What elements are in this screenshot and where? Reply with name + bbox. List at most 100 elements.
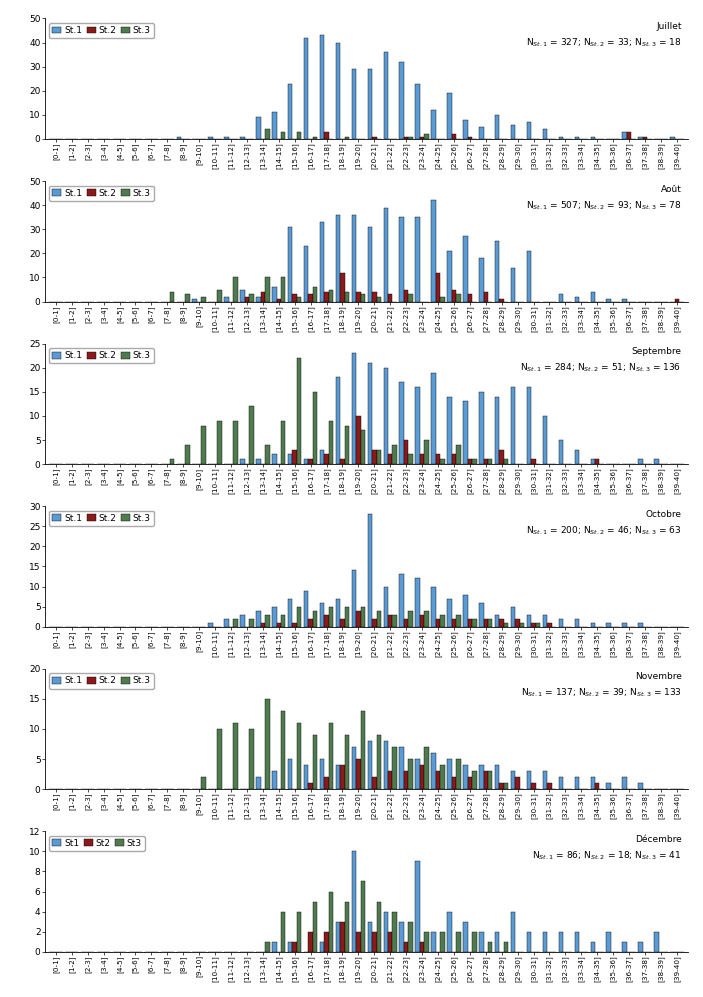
Bar [217, 289, 221, 301]
Bar [288, 598, 292, 627]
Bar [352, 353, 356, 465]
Bar [472, 460, 477, 465]
Bar [420, 765, 425, 790]
Bar [344, 137, 349, 139]
Bar [511, 771, 515, 790]
Bar [511, 911, 515, 952]
Bar [292, 942, 297, 952]
Bar [488, 460, 493, 465]
Bar [304, 460, 309, 465]
Bar [272, 606, 276, 627]
Bar [309, 931, 313, 952]
Bar [309, 618, 313, 627]
Bar [356, 610, 361, 627]
Bar [176, 137, 181, 139]
Bar [559, 137, 563, 139]
Bar [256, 460, 261, 465]
Bar [265, 942, 269, 952]
Bar [368, 514, 372, 627]
Bar [281, 277, 285, 301]
Bar [408, 921, 413, 952]
Bar [408, 610, 413, 627]
Bar [340, 272, 344, 301]
Bar [531, 784, 536, 790]
Bar [425, 440, 429, 465]
Bar [352, 214, 356, 301]
Bar [336, 43, 340, 139]
Text: Novembre
N$_{St.1}$ = 137; N$_{St.2}$ = 39; N$_{St.3}$ = 133: Novembre N$_{St.1}$ = 137; N$_{St.2}$ = … [521, 672, 682, 699]
Bar [440, 460, 445, 465]
Bar [276, 299, 281, 301]
Bar [336, 377, 340, 465]
Bar [392, 911, 397, 952]
Bar [574, 618, 579, 627]
Bar [654, 931, 659, 952]
Bar [515, 618, 520, 627]
Bar [233, 723, 238, 790]
Bar [356, 292, 361, 301]
Bar [607, 931, 611, 952]
Bar [399, 382, 404, 465]
Bar [456, 294, 460, 301]
Bar [256, 297, 261, 301]
Bar [309, 294, 313, 301]
Bar [399, 921, 404, 952]
Bar [420, 455, 425, 465]
Bar [515, 778, 520, 790]
Bar [404, 289, 408, 301]
Bar [607, 299, 611, 301]
Bar [368, 921, 372, 952]
Bar [340, 618, 344, 627]
Bar [436, 455, 440, 465]
Bar [643, 137, 647, 139]
Bar [384, 207, 388, 301]
Bar [313, 735, 317, 790]
Bar [440, 765, 445, 790]
Bar [352, 747, 356, 790]
Bar [447, 397, 452, 465]
Bar [591, 942, 595, 952]
Bar [432, 110, 436, 139]
Bar [627, 132, 631, 139]
Bar [224, 297, 228, 301]
Bar [186, 445, 190, 465]
Bar [638, 137, 643, 139]
Bar [265, 277, 269, 301]
Bar [511, 606, 515, 627]
Bar [313, 287, 317, 301]
Bar [392, 747, 397, 790]
Bar [463, 402, 467, 465]
Bar [240, 614, 245, 627]
Bar [527, 387, 531, 465]
Bar [479, 258, 484, 301]
Bar [415, 387, 420, 465]
Bar [240, 460, 245, 465]
Bar [432, 586, 436, 627]
Bar [591, 623, 595, 627]
Bar [543, 771, 547, 790]
Bar [336, 921, 340, 952]
Legend: St.1, St.2, St.3: St.1, St.2, St.3 [49, 673, 154, 689]
Bar [377, 735, 381, 790]
Bar [309, 460, 313, 465]
Bar [536, 623, 540, 627]
Bar [425, 931, 429, 952]
Bar [495, 241, 499, 301]
Bar [467, 618, 472, 627]
Bar [499, 299, 504, 301]
Bar [484, 771, 488, 790]
Bar [186, 294, 190, 301]
Bar [304, 765, 309, 790]
Bar [256, 118, 261, 139]
Bar [272, 942, 276, 952]
Bar [297, 606, 302, 627]
Bar [436, 272, 440, 301]
Bar [404, 942, 408, 952]
Bar [591, 292, 595, 301]
Bar [495, 115, 499, 139]
Bar [591, 137, 595, 139]
Bar [281, 711, 285, 790]
Bar [425, 135, 429, 139]
Bar [467, 778, 472, 790]
Bar [670, 137, 675, 139]
